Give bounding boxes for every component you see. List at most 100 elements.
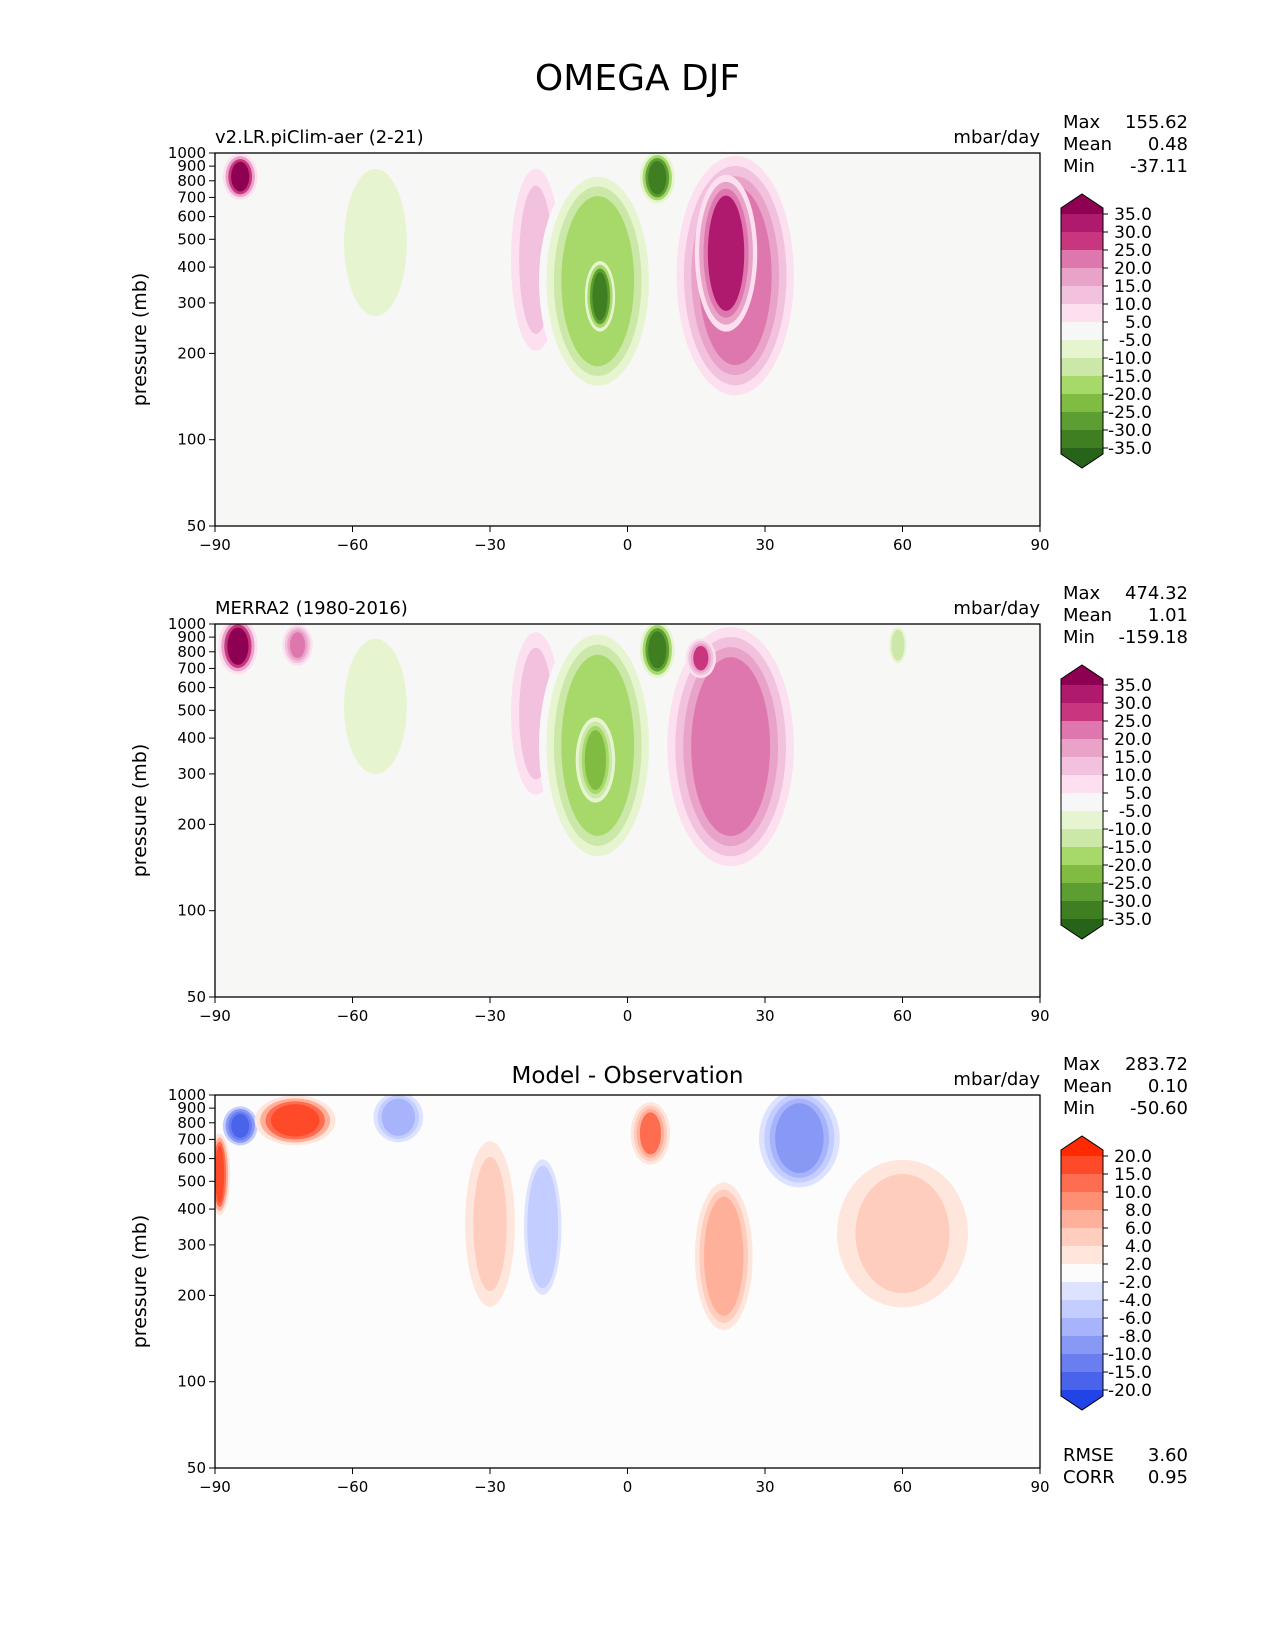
x-tick-label: −90 — [199, 536, 231, 554]
colorbar-label: 6.0 — [1125, 1219, 1152, 1239]
colorbar-band — [1061, 829, 1103, 848]
stat-label: Mean — [1063, 134, 1112, 155]
contour-region — [893, 632, 903, 659]
y-tick-label: 800 — [177, 172, 206, 190]
colorbar-outline — [1060, 1135, 1104, 1411]
colorbar-extend-bottom — [1061, 919, 1103, 939]
x-tick-label: 90 — [1030, 1007, 1049, 1025]
contour-region — [691, 657, 771, 837]
y-tick-label: 200 — [177, 1286, 206, 1304]
panel-title: Model - Observation — [511, 1063, 743, 1089]
contour-region — [530, 1172, 555, 1282]
contour-region — [270, 1104, 320, 1137]
colorbar-label: 4.0 — [1125, 1237, 1152, 1257]
colorbar-band — [1061, 214, 1103, 233]
colorbar-label: 25.0 — [1114, 241, 1152, 261]
contour-region — [639, 1112, 662, 1155]
contour-fields — [218, 624, 909, 867]
y-tick-label: 1000 — [168, 144, 206, 162]
stat-value: 155.62 — [1125, 112, 1188, 133]
metric-value: 3.60 — [1148, 1445, 1188, 1466]
contour-region — [215, 1145, 225, 1203]
colorbar-label: 10.0 — [1114, 1183, 1152, 1203]
y-tick-label: 1000 — [168, 1086, 206, 1104]
colorbar-label: -25.0 — [1108, 403, 1152, 423]
colorbar-outline — [1060, 664, 1104, 940]
x-tick-label: 30 — [755, 536, 774, 554]
contour-region — [648, 161, 667, 195]
colorbar-label: -35.0 — [1108, 910, 1152, 930]
stat-label: Mean — [1063, 605, 1112, 626]
colorbar-band — [1061, 1318, 1103, 1337]
colorbar-band — [1061, 1300, 1103, 1319]
figure-title: OMEGA DJF — [534, 58, 741, 99]
colorbar-extend-bottom — [1061, 1390, 1103, 1410]
stat-value: -50.60 — [1130, 1098, 1188, 1119]
y-tick-label: 900 — [177, 157, 206, 175]
x-tick-label: 90 — [1030, 1478, 1049, 1496]
y-tick-label: 600 — [177, 208, 206, 226]
colorbar-label: -15.0 — [1108, 367, 1152, 387]
colorbar-label: -15.0 — [1108, 838, 1152, 858]
x-tick-label: 30 — [755, 1007, 774, 1025]
stat-value: -159.18 — [1119, 627, 1188, 648]
y-tick-label: 500 — [177, 1172, 206, 1190]
contour-region — [227, 627, 249, 665]
colorbar-label: -10.0 — [1108, 820, 1152, 840]
colorbar-band — [1061, 847, 1103, 866]
contour-region — [473, 1156, 507, 1291]
colorbar-label: 8.0 — [1125, 1201, 1152, 1221]
contour-region — [648, 631, 667, 669]
colorbar-label: 15.0 — [1114, 748, 1152, 768]
contour-region — [584, 730, 607, 790]
y-tick-label: 500 — [177, 701, 206, 719]
colorbar-label: -35.0 — [1108, 439, 1152, 459]
stat-label: Mean — [1063, 1076, 1112, 1097]
colorbar-label: -2.0 — [1119, 1273, 1152, 1293]
colorbar-band — [1061, 685, 1103, 704]
y-tick-label: 400 — [177, 1200, 206, 1218]
panel-title: v2.LR.piClim-aer (2-21) — [215, 127, 424, 148]
x-tick-label: −60 — [337, 1478, 369, 1496]
contour-region — [707, 195, 745, 311]
stat-label: Min — [1063, 627, 1095, 648]
y-axis-label: pressure (mb) — [129, 273, 151, 407]
contour-region — [592, 272, 608, 321]
colorbar-label: 10.0 — [1114, 766, 1152, 786]
colorbar-band — [1061, 1174, 1103, 1193]
contour-fields — [215, 1095, 978, 1338]
x-tick-label: −90 — [199, 1007, 231, 1025]
y-tick-label: 300 — [177, 1236, 206, 1254]
colorbar-band — [1061, 376, 1103, 395]
stat-label: Max — [1063, 1054, 1101, 1075]
y-tick-label: 200 — [177, 815, 206, 833]
contour-region — [349, 176, 402, 309]
colorbar-label: -5.0 — [1119, 802, 1152, 822]
colorbar-extend-top — [1061, 194, 1103, 214]
x-tick-label: −60 — [337, 536, 369, 554]
y-axis-label: pressure (mb) — [129, 744, 151, 878]
y-tick-label: 300 — [177, 294, 206, 312]
x-tick-label: −60 — [337, 1007, 369, 1025]
colorbar-band — [1061, 703, 1103, 722]
colorbar-band — [1061, 1372, 1103, 1391]
y-tick-label: 600 — [177, 1150, 206, 1168]
y-tick-label: 400 — [177, 729, 206, 747]
y-tick-label: 300 — [177, 765, 206, 783]
colorbar-band — [1061, 883, 1103, 902]
colorbar-band — [1061, 268, 1103, 287]
stat-value: -37.11 — [1130, 156, 1188, 177]
stat-value: 0.10 — [1148, 1076, 1188, 1097]
units-label: mbar/day — [953, 127, 1040, 148]
x-tick-label: 60 — [893, 536, 912, 554]
stat-label: Min — [1063, 1098, 1095, 1119]
colorbar-label: -10.0 — [1108, 349, 1152, 369]
metric-label: RMSE — [1063, 1445, 1114, 1466]
colorbar-label: 30.0 — [1114, 223, 1152, 243]
colorbar-band — [1061, 1282, 1103, 1301]
units-label: mbar/day — [953, 1069, 1040, 1090]
colorbar-label: -30.0 — [1108, 421, 1152, 441]
colorbar-label: 20.0 — [1114, 730, 1152, 750]
